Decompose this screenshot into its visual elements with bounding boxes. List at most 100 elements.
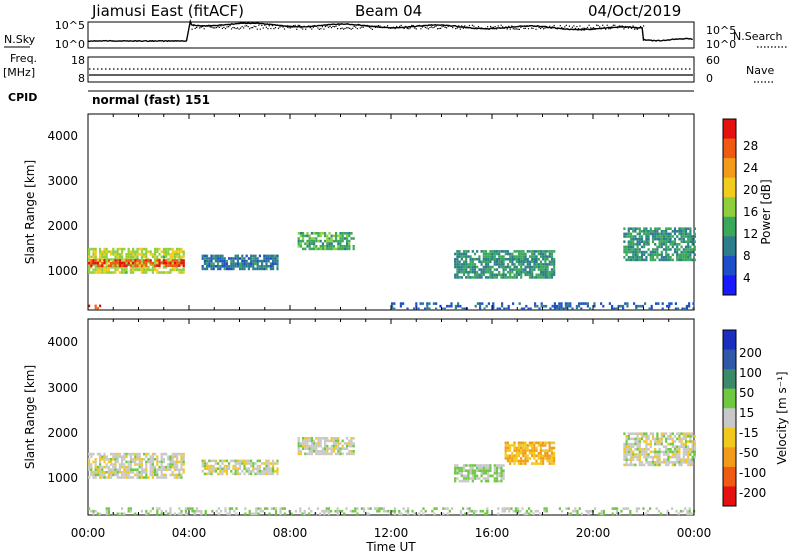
power-cell (143, 271, 146, 274)
power-cell (454, 257, 457, 261)
velocity-cell (204, 509, 207, 513)
velocity-cell (138, 463, 141, 466)
power-cell (645, 250, 648, 254)
velocity-cell (184, 512, 187, 516)
velocity-cell (324, 447, 327, 450)
power-cell (393, 302, 396, 305)
power-cell (176, 253, 179, 256)
velocity-cell (263, 472, 266, 476)
velocity-cell (506, 459, 509, 463)
velocity-cell (136, 455, 139, 458)
velocity-cell (535, 462, 538, 465)
colorbar-swatch (723, 369, 736, 390)
nave-tick-high: 60 (706, 54, 720, 67)
power-cell (665, 240, 668, 243)
velocity-cell (201, 459, 204, 463)
velocity-cell (228, 467, 231, 470)
power-cell (640, 235, 644, 238)
velocity-cell (123, 465, 126, 469)
velocity-cell (374, 507, 377, 510)
velocity-cell (647, 463, 650, 467)
velocity-cell (180, 452, 183, 456)
power-cell (112, 247, 115, 251)
velocity-cell (308, 439, 311, 443)
velocity-cell (424, 509, 427, 513)
velocity-cell (553, 446, 556, 450)
velocity-cell (302, 439, 305, 443)
velocity-cell (647, 461, 650, 464)
velocity-cell (267, 472, 270, 476)
velocity-cell (94, 468, 97, 471)
power-cell (471, 270, 474, 274)
power-cell (638, 237, 641, 241)
nsearch-point (287, 26, 289, 28)
power-cell (567, 302, 570, 305)
power-cell (517, 273, 521, 277)
nsearch-point (326, 25, 328, 27)
velocity-cell (656, 450, 659, 454)
velocity-cell (691, 463, 694, 467)
velocity-cell (116, 512, 119, 516)
nsearch-point (494, 26, 496, 28)
power-cell (683, 307, 686, 311)
power-cell (182, 253, 185, 256)
power-cell (625, 248, 628, 251)
velocity-cell (176, 460, 179, 464)
velocity-cell (310, 450, 313, 453)
velocity-cell (121, 463, 124, 466)
power-cell (110, 271, 113, 274)
velocity-cell (233, 509, 236, 513)
power-cell (458, 270, 461, 274)
nsearch-point (265, 26, 267, 28)
power-cell (687, 258, 690, 262)
velocity-cell (645, 440, 648, 443)
power-cell (267, 254, 270, 258)
velocity-cell (600, 512, 603, 516)
velocity-cell (145, 460, 148, 464)
velocity-cell (513, 441, 516, 445)
power-cell (500, 263, 503, 266)
power-cell (469, 263, 472, 266)
velocity-cell (520, 451, 523, 455)
velocity-plot-frame (87, 318, 695, 516)
power-cell (627, 230, 630, 233)
power-cell (217, 259, 220, 263)
power-cell (649, 227, 652, 230)
velocity-cell (645, 453, 648, 456)
velocity-cell (272, 462, 275, 465)
power-cell (548, 263, 551, 266)
nsearch-point (521, 25, 523, 27)
nsearch-point (359, 27, 361, 29)
velocity-cell (129, 455, 132, 458)
nsearch-point (390, 27, 392, 29)
velocity-cell (684, 440, 688, 443)
velocity-cell (660, 450, 663, 454)
power-cell (462, 263, 466, 266)
velocity-cell (513, 459, 516, 463)
velocity-cell (169, 507, 172, 510)
power-cell (680, 253, 683, 256)
power-cell (463, 307, 466, 311)
power-cell (156, 259, 159, 262)
power-cell (326, 242, 329, 245)
velocity-cell (198, 509, 201, 513)
power-cell (230, 257, 233, 260)
power-cell (269, 267, 272, 271)
velocity-cell (522, 449, 525, 452)
power-cell (132, 268, 135, 272)
power-cell (502, 257, 505, 261)
power-cell (471, 263, 474, 266)
velocity-cell (459, 509, 462, 513)
velocity-cell (465, 477, 468, 480)
velocity-cell (258, 470, 261, 473)
power-cell (656, 232, 659, 236)
velocity-cell (99, 471, 102, 474)
power-cell (219, 254, 222, 258)
power-cell (92, 263, 95, 266)
power-cell (689, 227, 692, 230)
power-cell (645, 230, 648, 233)
velocity-colorbar (723, 330, 736, 507)
velocity-cell (623, 453, 626, 456)
velocity-cell (469, 472, 472, 475)
power-cell (489, 273, 492, 277)
